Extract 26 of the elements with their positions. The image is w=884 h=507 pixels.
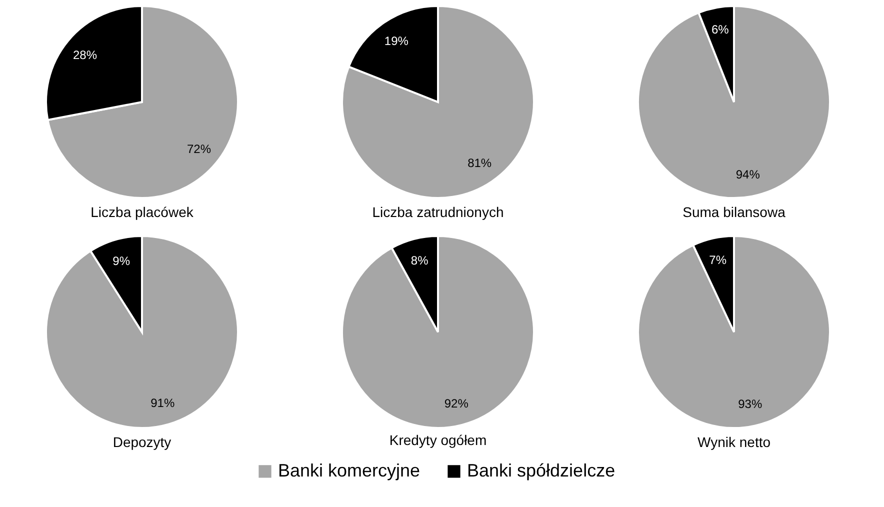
data-label: 72%	[187, 142, 212, 156]
pie-slice	[341, 5, 535, 199]
data-label: 94%	[736, 168, 760, 182]
pie-slice	[45, 235, 239, 429]
data-label: 92%	[444, 396, 469, 411]
pie-slice	[341, 235, 535, 429]
data-label: 91%	[150, 396, 175, 410]
legend-label: Banki komercyjne	[278, 460, 420, 480]
text: Liczba placówek	[90, 204, 194, 220]
data-label: 6%	[711, 22, 730, 36]
text: Wynik netto	[697, 434, 771, 450]
text: Liczba zatrudnionych	[372, 204, 504, 220]
pie-slice	[637, 235, 831, 429]
data-label: 81%	[468, 156, 492, 170]
data-label: 19%	[384, 34, 409, 48]
data-label: 9%	[112, 254, 130, 268]
pie-slice	[46, 5, 239, 199]
data-label: 93%	[738, 397, 762, 412]
text: Suma bilansowa	[682, 204, 786, 220]
data-label: 28%	[72, 48, 98, 62]
text: Depozyty	[112, 434, 172, 450]
legend-label: Banki spółdzielcze	[467, 460, 616, 480]
text: Kredyty ogółem	[389, 432, 487, 448]
pie-slice	[637, 5, 831, 199]
data-label: 7%	[709, 252, 727, 267]
data-label: 8%	[410, 253, 429, 268]
